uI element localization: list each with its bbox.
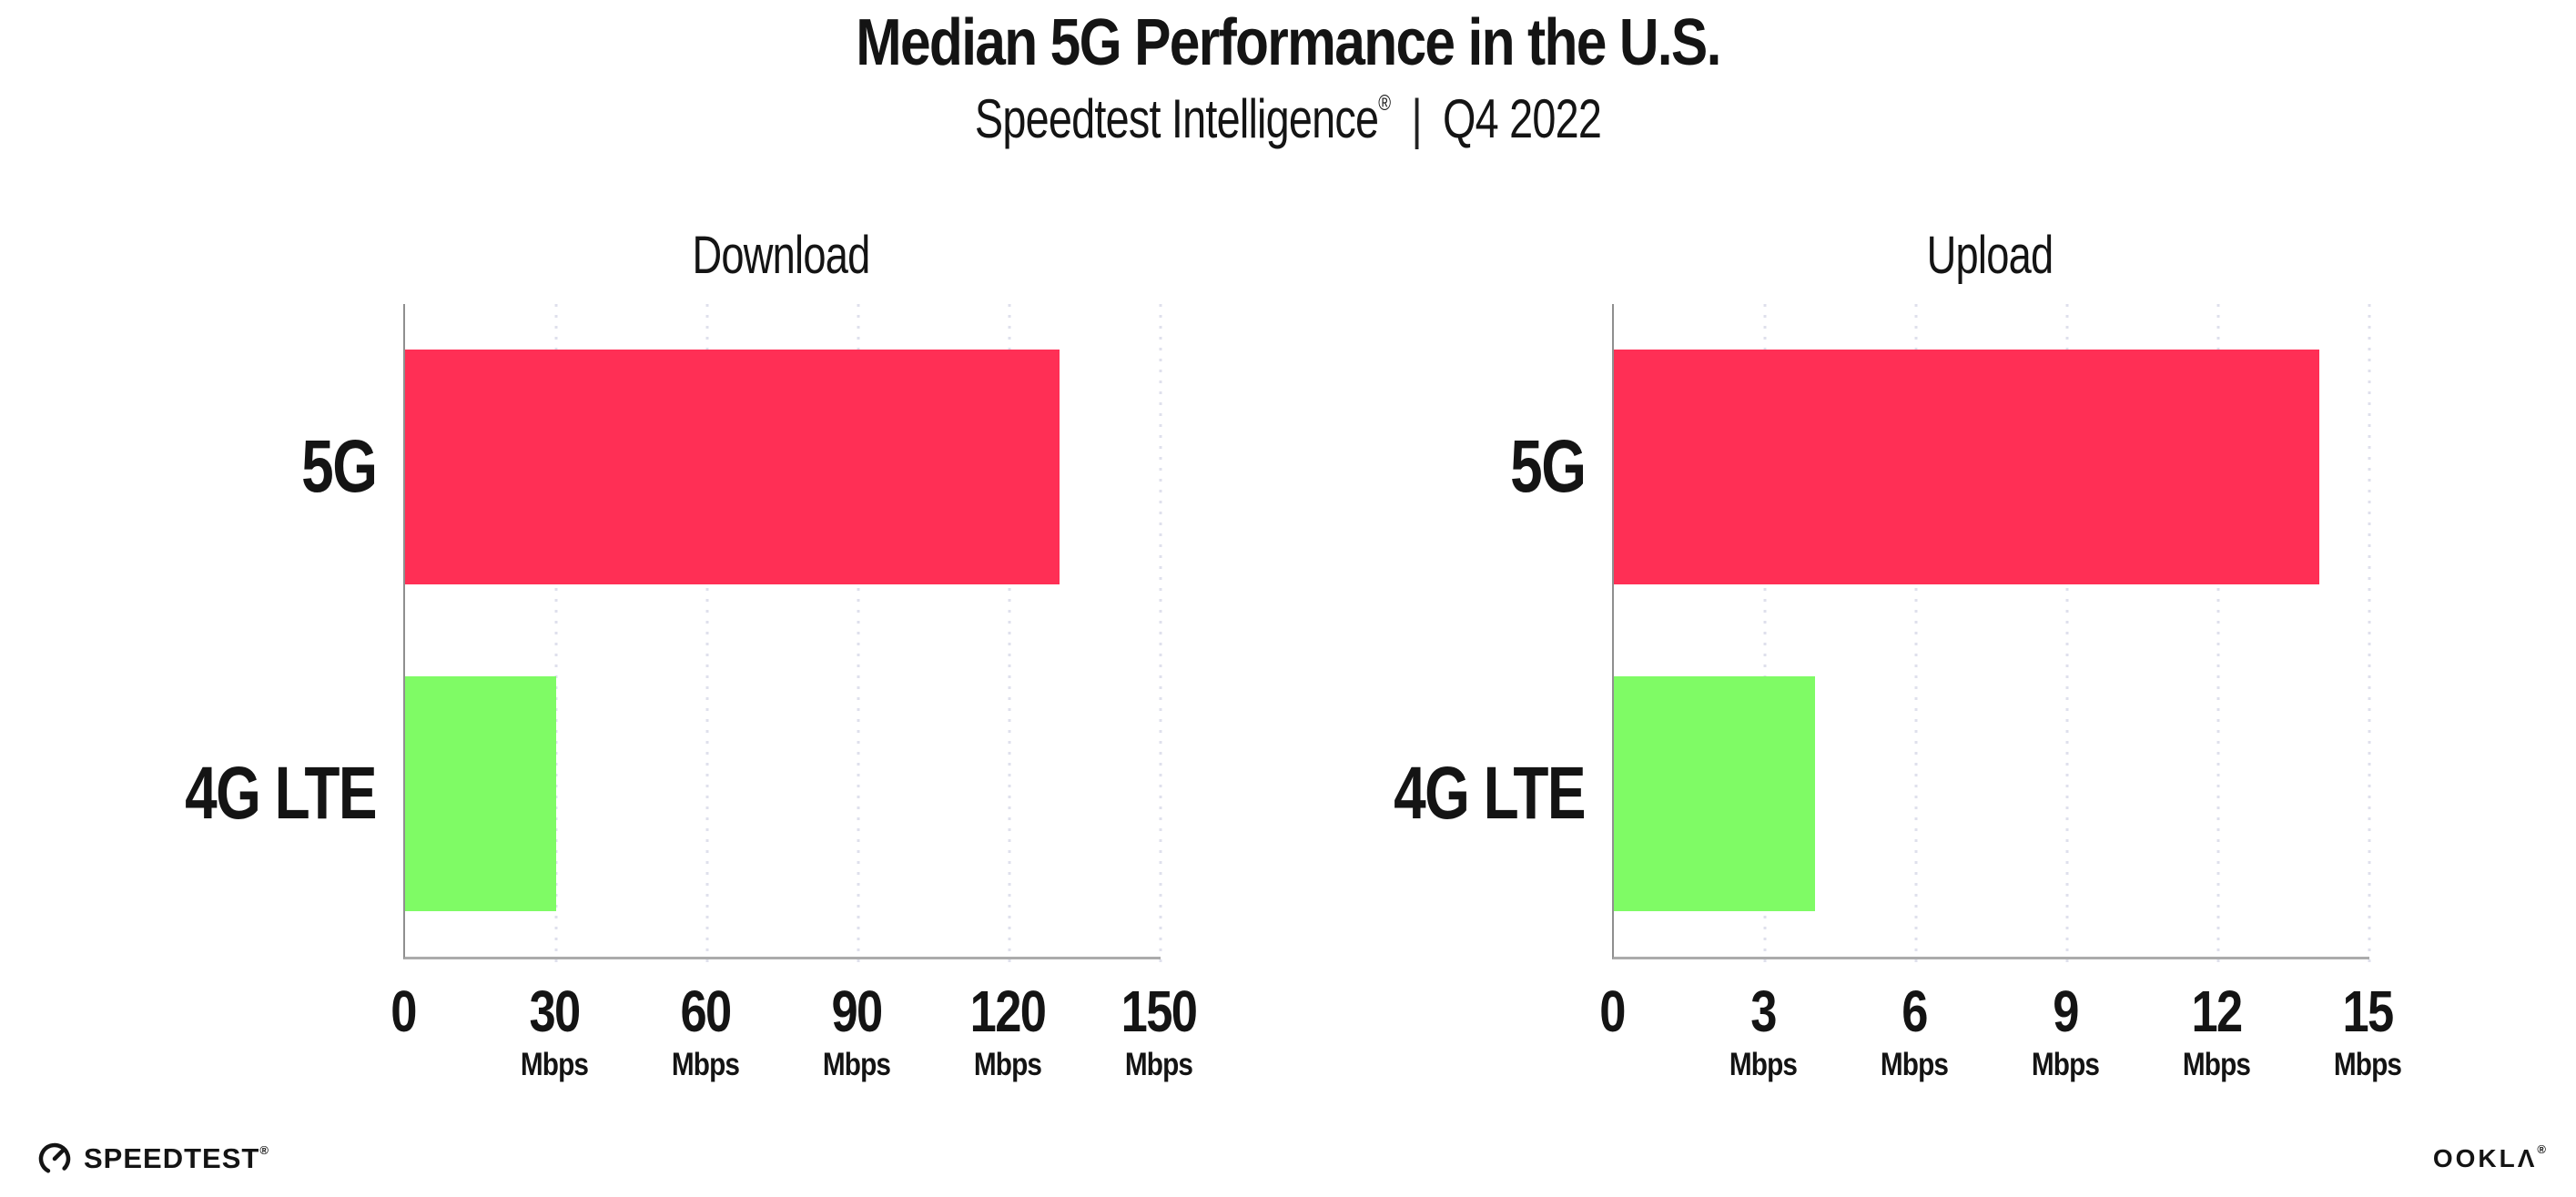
gridline	[1914, 304, 1918, 970]
x-tick-unit: Mbps	[2031, 1047, 2100, 1082]
subtitle-separator: |	[1411, 88, 1422, 149]
chart-title-download: Download	[692, 226, 871, 285]
x-tick-value: 90	[831, 979, 883, 1044]
x-tick-unit: Mbps	[520, 1047, 589, 1082]
chart-title-upload: Upload	[1926, 226, 2054, 285]
category-label-5g: 5G	[1509, 425, 1587, 509]
x-tick-value: 12	[2191, 979, 2243, 1044]
x-tick-value: 0	[390, 979, 417, 1044]
x-tick-value: 6	[1902, 979, 1928, 1044]
x-tick: 9 Mbps	[2025, 979, 2104, 1083]
gridline	[705, 304, 709, 970]
x-tick-unit: Mbps	[671, 1047, 740, 1082]
x-tick: 120 Mbps	[962, 979, 1054, 1083]
bar-4g-lte	[1614, 675, 1816, 911]
x-tick-unit: Mbps	[2182, 1047, 2251, 1082]
page-subtitle: Speedtest Intelligence® | Q4 2022	[283, 87, 2292, 150]
registered-mark: ®	[1378, 91, 1391, 116]
x-axis-labels: 0 3 Mbps 6 Mbps 9 Mbps 12 Mbps 15 Mbps	[1599, 979, 2402, 1120]
gridline	[1763, 304, 1767, 970]
gridline	[554, 304, 558, 970]
gridline	[2216, 304, 2220, 970]
page-title: Median 5G Performance in the U.S.	[856, 6, 1721, 79]
x-tick-value: 150	[1121, 979, 1198, 1044]
x-tick-unit: Mbps	[822, 1047, 891, 1082]
x-tick-unit: Mbps	[973, 1047, 1042, 1082]
plot-area: 5G 4G LTE	[1394, 304, 2371, 970]
gridline	[2065, 304, 2069, 970]
x-tick-value: 60	[680, 979, 732, 1044]
x-tick-value: 0	[1599, 979, 1626, 1044]
x-tick: 60 Mbps	[665, 979, 745, 1083]
x-tick-unit: Mbps	[2333, 1047, 2402, 1082]
x-tick-unit: Mbps	[1729, 1047, 1798, 1082]
download-chart: Download 5G 4G LTE 0 30 Mbps 60 Mbps 90 Mbps 120…	[167, 226, 1198, 1101]
speedtest-gauge-icon	[38, 1142, 71, 1175]
x-tick: 15 Mbps	[2328, 979, 2407, 1083]
x-tick-value: 15	[2342, 979, 2394, 1044]
category-label-4g-lte: 4G LTE	[1394, 751, 1586, 835]
ookla-registered-mark: ®	[2537, 1142, 2549, 1156]
x-tick: 6 Mbps	[1874, 979, 1953, 1083]
category-label-5g: 5G	[300, 425, 378, 509]
x-tick-value: 9	[2053, 979, 2079, 1044]
subtitle-period: Q4 2022	[1442, 88, 1602, 149]
subtitle-product: Speedtest Intelligence	[974, 88, 1379, 149]
x-axis-labels: 0 30 Mbps 60 Mbps 90 Mbps 120 Mbps 150 Mbps	[390, 979, 1198, 1120]
x-tick-value: 3	[1750, 979, 1777, 1044]
gridline	[857, 304, 860, 970]
x-tick-unit: Mbps	[1124, 1047, 1193, 1082]
speedtest-logo: SPEEDTEST®	[36, 1141, 269, 1177]
ookla-logo: OOKLΛ®	[2433, 1142, 2549, 1173]
x-tick: 150 Mbps	[1113, 979, 1205, 1083]
speedtest-registered-mark: ®	[259, 1143, 269, 1157]
x-tick: 12 Mbps	[2176, 979, 2256, 1083]
x-tick-unit: Mbps	[1880, 1047, 1949, 1082]
category-label-4g-lte: 4G LTE	[185, 751, 377, 835]
x-tick: 90 Mbps	[816, 979, 896, 1083]
x-tick: 3 Mbps	[1723, 979, 1802, 1083]
speedtest-logo-text: SPEEDTEST®	[84, 1142, 269, 1175]
x-tick: 30 Mbps	[514, 979, 593, 1083]
x-tick-value: 30	[529, 979, 581, 1044]
bar-5g	[1614, 350, 2319, 585]
plot-area: 5G 4G LTE	[185, 304, 1162, 970]
x-tick: 0	[388, 979, 419, 1044]
bar-5g	[405, 350, 1060, 585]
gridline	[1008, 304, 1011, 970]
speedtest-wordmark: SPEEDTEST	[84, 1142, 260, 1174]
bar-4g-lte	[405, 675, 556, 911]
x-tick: 0	[1597, 979, 1628, 1044]
gridline	[2368, 304, 2371, 970]
ookla-wordmark: OOKLΛ	[2432, 1144, 2538, 1172]
gridline	[1159, 304, 1162, 970]
x-tick-value: 120	[969, 979, 1047, 1044]
upload-chart: Upload 5G 4G LTE 0 3 Mbps 6 Mbps 9 Mbps 12 Mbps 15…	[1375, 226, 2402, 1101]
